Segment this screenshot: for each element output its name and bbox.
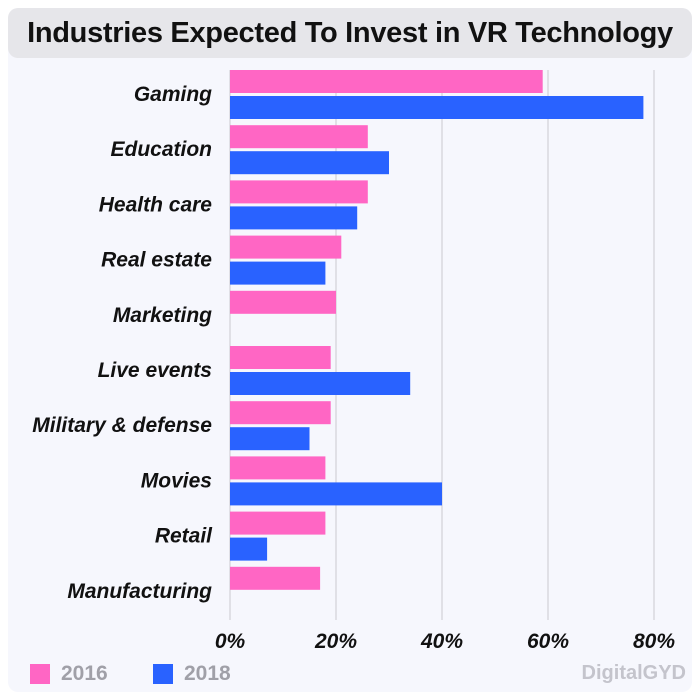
- bar-2018-education: [230, 151, 389, 175]
- legend-item-2016: 2016: [30, 662, 108, 686]
- bar-2018-health-care: [230, 206, 358, 230]
- legend-label-2018: 2018: [184, 662, 231, 685]
- bar-2016-gaming: [230, 70, 543, 93]
- bar-2018-live-events: [230, 372, 411, 395]
- bar-2018-real-estate: [230, 261, 326, 285]
- bar-2016-military-defense: [230, 401, 331, 425]
- category-label: Military & defense: [32, 414, 212, 437]
- category-label: Real estate: [101, 249, 212, 272]
- legend-label-2016: 2016: [61, 662, 108, 685]
- bar-2018-military-defense: [230, 427, 310, 451]
- bar-2016-live-events: [230, 346, 331, 369]
- bar-2018-gaming: [230, 96, 644, 119]
- legend-swatch-2016: [30, 664, 50, 684]
- category-label: Marketing: [113, 304, 212, 327]
- x-tick-label: 40%: [420, 630, 463, 653]
- legend-item-2018: 2018: [153, 662, 231, 686]
- bar-2016-manufacturing: [230, 566, 321, 590]
- x-tick-label: 20%: [314, 630, 357, 653]
- x-tick-label: 0%: [215, 630, 246, 653]
- category-label: Manufacturing: [67, 580, 212, 603]
- bar-2016-marketing: [230, 290, 336, 314]
- bar-2016-movies: [230, 456, 326, 480]
- bar-2018-movies: [230, 482, 442, 506]
- chart-card: [8, 8, 692, 692]
- legend-swatch-2018: [153, 664, 173, 684]
- brand-logo: DigitalGYD: [581, 662, 686, 684]
- bar-2016-real-estate: [230, 235, 342, 259]
- category-label: Education: [110, 138, 212, 161]
- category-label: Live events: [98, 359, 212, 382]
- chart-title: Industries Expected To Invest in VR Tech…: [8, 8, 692, 58]
- bar-2016-education: [230, 125, 368, 149]
- bar-2016-retail: [230, 511, 326, 535]
- category-label: Movies: [141, 469, 212, 492]
- category-label: Health care: [99, 193, 213, 216]
- bar-2016-health-care: [230, 180, 368, 204]
- bar-2018-retail: [230, 537, 268, 561]
- x-tick-label: 60%: [527, 630, 569, 653]
- category-label: Gaming: [134, 83, 212, 106]
- x-tick-label: 80%: [633, 630, 675, 653]
- category-label: Retail: [155, 525, 213, 548]
